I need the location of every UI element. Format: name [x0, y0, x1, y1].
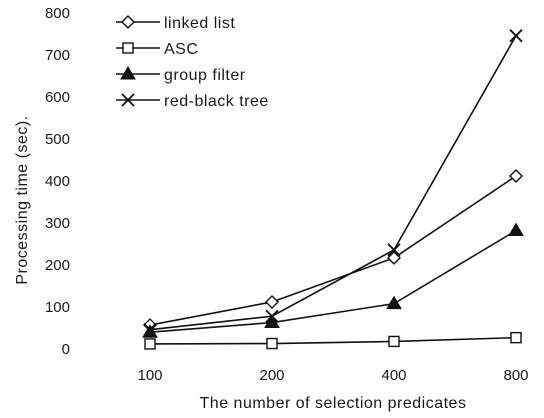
data-point-red-black-tree — [387, 243, 401, 257]
x-tick-label: 100 — [137, 367, 162, 384]
data-point-linked-list — [387, 250, 401, 265]
y-axis-ticks: 0 100 200 300 400 500 600 700 800 — [45, 5, 70, 358]
y-tick-label: 0 — [62, 341, 70, 358]
series-line-red-black-tree — [149, 35, 517, 331]
y-tick-label: 100 — [45, 299, 70, 316]
legend-label: ASC — [164, 41, 198, 58]
x-tick-label: 800 — [503, 367, 528, 384]
legend-item-red-black-tree: red-black tree — [116, 93, 269, 110]
x-tick-label: 400 — [381, 367, 406, 384]
data-point-asc — [266, 337, 278, 350]
data-point-red-black-tree — [265, 309, 279, 323]
series-line-linked-list — [149, 175, 517, 326]
data-point-group-filter — [508, 222, 524, 237]
y-tick-label: 800 — [45, 5, 70, 22]
series-group-filter — [142, 222, 524, 338]
series-line-asc — [149, 336, 517, 345]
data-point-linked-list — [509, 168, 523, 183]
data-point-red-black-tree — [509, 29, 523, 43]
legend-label: red-black tree — [164, 93, 269, 110]
series-linked-list — [143, 168, 523, 333]
legend-marker-linked-list — [121, 15, 135, 29]
data-point-linked-list — [265, 294, 279, 309]
y-tick-label: 700 — [45, 47, 70, 64]
legend: linked list ASC group filter red-black tree — [116, 15, 269, 110]
x-axis-title: The number of selection predicates — [200, 395, 467, 412]
data-point-group-filter — [386, 295, 402, 310]
series-layer — [142, 29, 524, 350]
legend-marker-red-black-tree — [121, 93, 135, 107]
legend-item-linked-list: linked list — [116, 15, 235, 32]
legend-item-group-filter: group filter — [116, 66, 246, 84]
y-tick-label: 300 — [45, 215, 70, 232]
legend-marker-asc — [122, 42, 134, 54]
legend-marker-group-filter — [120, 66, 136, 80]
data-point-asc — [388, 335, 400, 348]
y-tick-label: 400 — [45, 173, 70, 190]
data-point-group-filter — [264, 314, 280, 329]
x-axis-ticks: 100 200 400 800 — [137, 367, 528, 384]
legend-label: group filter — [164, 67, 246, 84]
legend-label: linked list — [164, 15, 235, 32]
series-asc — [144, 331, 522, 350]
legend-item-asc: ASC — [116, 41, 198, 58]
x-tick-label: 200 — [259, 367, 284, 384]
y-tick-label: 200 — [45, 257, 70, 274]
data-point-asc — [510, 331, 522, 344]
data-point-red-black-tree — [143, 323, 157, 337]
series-line-group-filter — [149, 229, 517, 333]
data-point-asc — [144, 338, 156, 350]
y-tick-label: 500 — [45, 131, 70, 148]
y-axis-title: Processing time (sec). — [14, 115, 31, 284]
series-red-black-tree — [143, 29, 523, 337]
y-tick-label: 600 — [45, 89, 70, 106]
